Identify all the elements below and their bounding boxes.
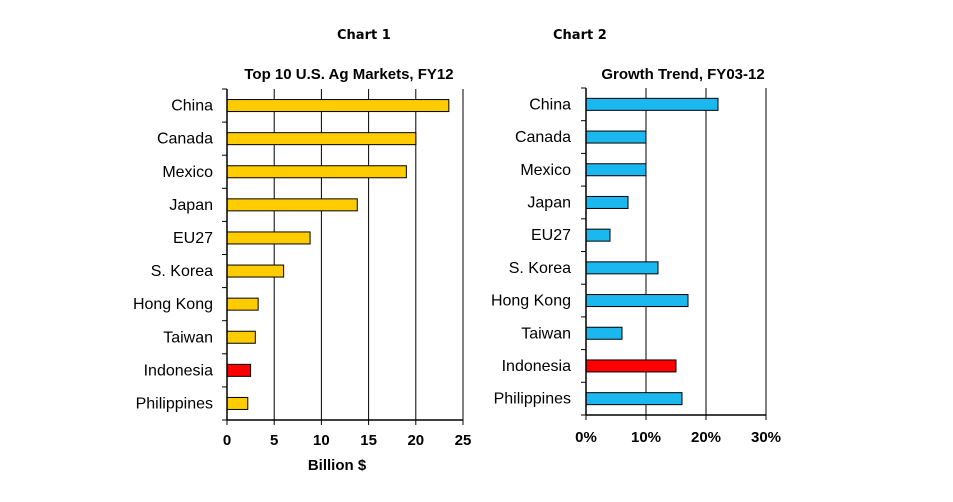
- chart-2-bar-s-korea: [585, 261, 659, 275]
- chart-1-bar-eu27: [226, 231, 311, 245]
- chart-1-x-tick-label: 15: [360, 432, 377, 449]
- chart-1-bar-taiwan: [226, 330, 256, 344]
- chart-1-x-tick-label: 10: [313, 432, 330, 449]
- chart-2-category-label: Taiwan: [521, 325, 571, 342]
- chart-1-category-label: Hong Kong: [133, 296, 213, 313]
- chart-1-xlabel: Billion $: [308, 457, 367, 474]
- chart-1-category-label: Philippines: [136, 395, 213, 412]
- chart-2-bar-philippines: [585, 392, 683, 406]
- chart-1-x-tick-label: 0: [223, 432, 231, 449]
- chart-1-category-label: Japan: [169, 197, 213, 214]
- chart-1-bar-china: [226, 99, 450, 113]
- chart-1-category-label: Indonesia: [144, 362, 213, 379]
- chart-2-title: Growth Trend, FY03-12: [601, 66, 764, 83]
- chart-1-label: Chart 1: [337, 28, 391, 43]
- chart-1-category-label: Canada: [157, 131, 213, 148]
- chart-2-category-label: China: [529, 96, 571, 113]
- chart-2-bar-china: [585, 97, 719, 111]
- chart-2-x-tick-label: 10%: [631, 429, 661, 446]
- chart-2-category-label: S. Korea: [509, 260, 571, 277]
- chart-2-bar-eu27: [585, 228, 611, 242]
- chart-1-category-label: EU27: [173, 230, 213, 247]
- chart-2-bar-hong-kong: [585, 294, 689, 308]
- chart-1-bar-hong-kong: [226, 297, 259, 311]
- chart-2-bar-taiwan: [585, 326, 623, 340]
- chart-1-category-label: China: [171, 98, 213, 115]
- chart-1-title: Top 10 U.S. Ag Markets, FY12: [244, 66, 453, 83]
- chart-1-bar-japan: [226, 198, 358, 212]
- chart-2-bar-mexico: [585, 163, 647, 177]
- chart-2-category-label: Japan: [527, 194, 571, 211]
- chart-2-category-label: Philippines: [494, 391, 571, 408]
- chart-2-bar-indonesia: [585, 359, 677, 373]
- chart-2-category-label: Canada: [515, 129, 571, 146]
- chart-2-x-tick-label: 0%: [575, 429, 597, 446]
- chart-2-category-label: Mexico: [520, 162, 571, 179]
- chart-2-category-label: Indonesia: [502, 358, 571, 375]
- chart-2-label: Chart 2: [553, 28, 607, 43]
- chart-1-bar-s-korea: [226, 264, 285, 278]
- chart-1-bar-indonesia: [226, 363, 252, 377]
- chart-2-category-label: Hong Kong: [491, 293, 571, 310]
- chart-1-x-tick-label: 5: [270, 432, 278, 449]
- chart-1-bar-canada: [226, 132, 417, 146]
- chart-1-category-label: S. Korea: [151, 263, 213, 280]
- chart-2-x-tick-label: 20%: [691, 429, 721, 446]
- chart-2-bar-japan: [585, 195, 629, 209]
- chart-1-x-tick-label: 25: [455, 432, 472, 449]
- chart-2-category-label: EU27: [531, 227, 571, 244]
- chart-2-bar-canada: [585, 130, 647, 144]
- chart-1-x-tick-label: 20: [407, 432, 424, 449]
- chart-2-x-tick-label: 30%: [751, 429, 781, 446]
- chart-1-svg: Top 10 U.S. Ag Markets, FY12 Billion $ C…: [133, 66, 472, 474]
- chart-1-category-label: Taiwan: [163, 329, 213, 346]
- chart-1-bar-mexico: [226, 165, 407, 179]
- chart-1-category-label: Mexico: [162, 164, 213, 181]
- chart-1-bar-philippines: [226, 396, 249, 410]
